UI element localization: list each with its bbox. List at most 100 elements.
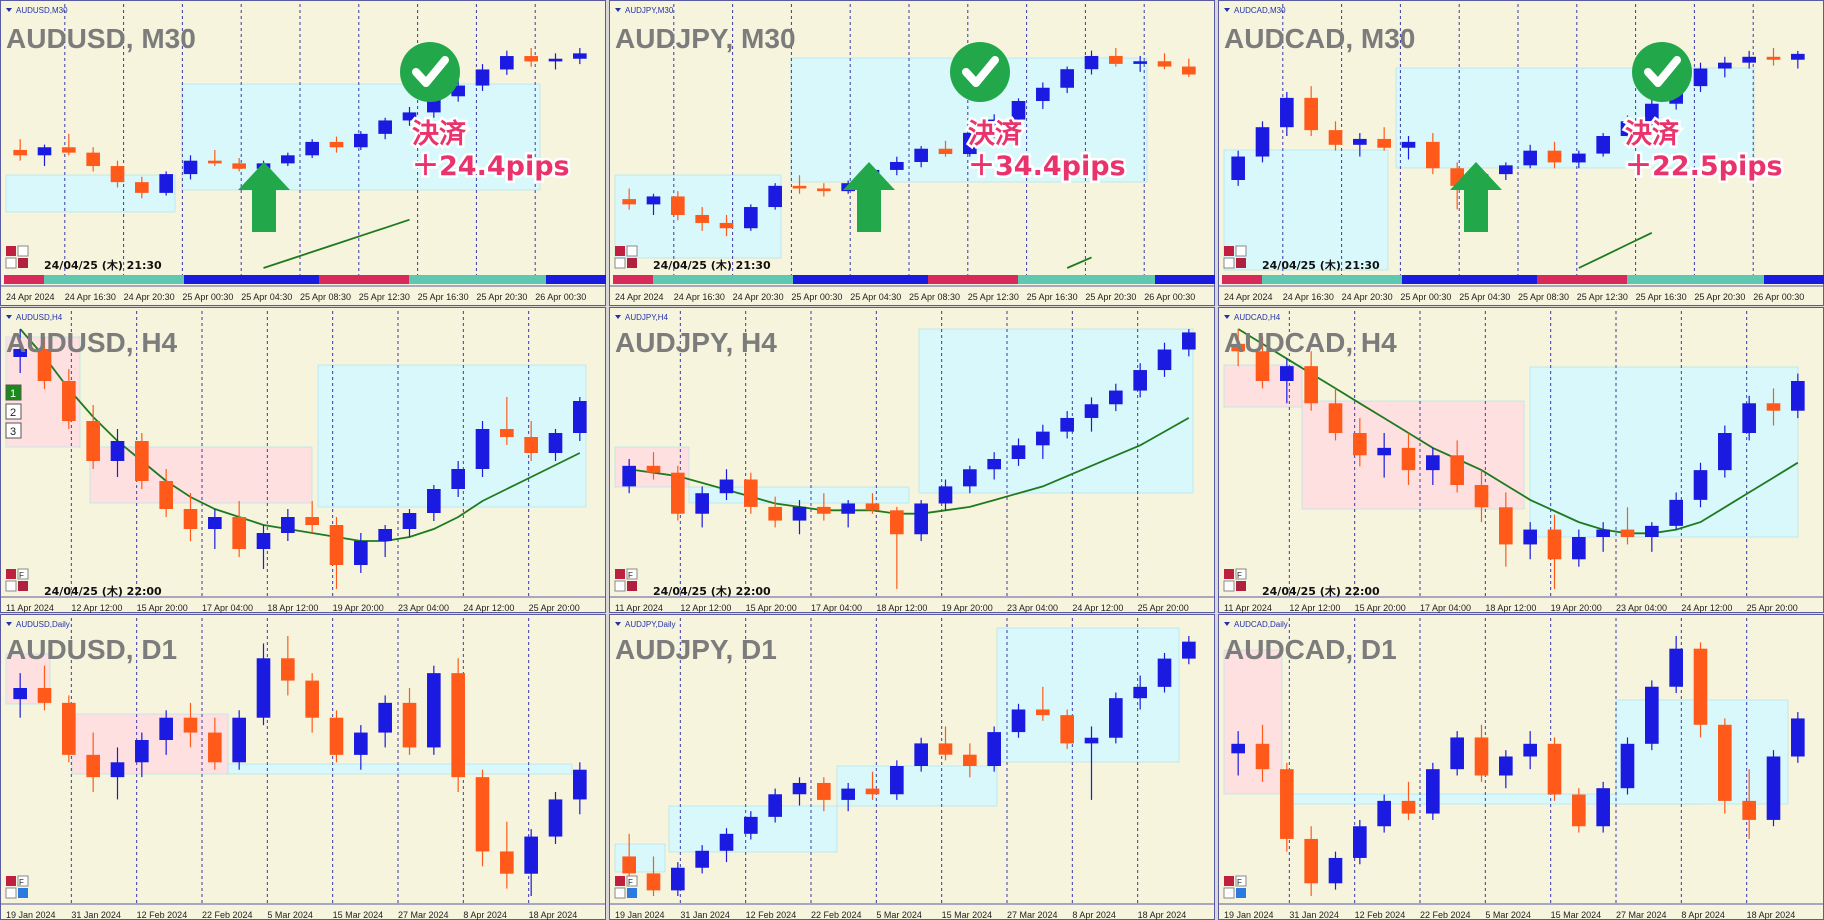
- chart-panel: 19 Jan 2024 31 Jan 2024 12 Feb 2024 22 Feb …: [1218, 614, 1824, 920]
- button[interactable]: [1235, 875, 1247, 887]
- candle-body: [232, 717, 246, 763]
- candle-body: [1742, 403, 1756, 433]
- close-button[interactable]: [615, 246, 625, 256]
- timestamp: 24/04/25 (木) 21:30: [653, 258, 771, 272]
- candle-body: [1377, 447, 1391, 456]
- chart-title: AUDJPY, H4: [615, 327, 777, 358]
- close-button[interactable]: [6, 246, 16, 256]
- candle-body: [62, 381, 76, 421]
- button[interactable]: [18, 581, 28, 591]
- side-button[interactable]: [5, 403, 22, 420]
- button[interactable]: [5, 887, 17, 899]
- candle-body: [1377, 138, 1391, 148]
- moving-average: [1237, 328, 1799, 535]
- candle-body: [305, 517, 319, 525]
- close-button[interactable]: [1224, 246, 1234, 256]
- candle-body: [37, 688, 52, 703]
- timestamp: 24/04/25 (木) 22:00: [1262, 584, 1380, 598]
- candle-body: [1036, 709, 1050, 716]
- button[interactable]: [626, 245, 638, 257]
- button[interactable]: [614, 887, 626, 899]
- chart-panel: 24 Apr 2024 24 Apr 16:30 24 Apr 20:30 25 Ap…: [609, 0, 1215, 306]
- candle-body: [1620, 743, 1635, 789]
- button[interactable]: [1235, 568, 1247, 580]
- candle-body: [1547, 150, 1562, 163]
- close-button[interactable]: [1224, 876, 1234, 886]
- x-tick-label: 12 Feb 2024: [1355, 910, 1406, 920]
- button[interactable]: [5, 580, 17, 592]
- candle-body: [914, 148, 928, 162]
- side-button[interactable]: [5, 422, 22, 439]
- button[interactable]: [627, 581, 637, 591]
- candle-body: [817, 188, 831, 192]
- button[interactable]: [1223, 580, 1235, 592]
- button[interactable]: [18, 888, 28, 898]
- profit-annotation: ＋24.4pips: [412, 151, 570, 182]
- button[interactable]: [17, 245, 29, 257]
- button[interactable]: [627, 258, 637, 268]
- zone: [1529, 366, 1799, 538]
- candle-body: [548, 799, 563, 837]
- button[interactable]: [17, 875, 29, 887]
- close-button[interactable]: [6, 876, 16, 886]
- candle-body: [159, 174, 173, 193]
- candle-body: [1109, 55, 1123, 64]
- zone: [89, 446, 313, 504]
- button[interactable]: [5, 257, 17, 269]
- session-bar: [1018, 275, 1155, 284]
- button[interactable]: [627, 888, 637, 898]
- session-bar: [1764, 275, 1824, 284]
- button[interactable]: [1236, 581, 1246, 591]
- candle-body: [1231, 156, 1245, 180]
- button[interactable]: [626, 875, 638, 887]
- candle-body: [110, 762, 125, 778]
- button[interactable]: [1235, 245, 1247, 257]
- x-tick-label: 19 Apr 20:00: [333, 603, 384, 613]
- candle-body: [208, 160, 222, 164]
- close-button[interactable]: [1224, 569, 1234, 579]
- button[interactable]: [18, 258, 28, 268]
- button-label: F: [628, 878, 633, 887]
- candle-body: [671, 472, 685, 514]
- button[interactable]: [1236, 888, 1246, 898]
- x-tick-label: 19 Apr 20:00: [942, 603, 993, 613]
- x-tick-label: 22 Feb 2024: [1420, 910, 1471, 920]
- candle-body: [1596, 136, 1610, 154]
- candle-body: [1060, 715, 1074, 744]
- up-arrow: [843, 162, 895, 232]
- close-button[interactable]: [615, 569, 625, 579]
- button[interactable]: [626, 568, 638, 580]
- x-tick-label: 25 Apr 16:30: [1027, 292, 1078, 302]
- symbol-label: AUDJPY,Daily: [625, 620, 676, 629]
- candle-body: [646, 873, 661, 891]
- candle-body: [1353, 826, 1367, 858]
- x-tick-label: 8 Apr 2024: [463, 910, 507, 920]
- x-tick-label: 25 Apr 20:00: [1138, 603, 1189, 613]
- candle-body: [1718, 433, 1732, 471]
- button[interactable]: [1223, 887, 1235, 899]
- candle-body: [427, 673, 441, 748]
- button[interactable]: [1223, 257, 1235, 269]
- button[interactable]: [614, 257, 626, 269]
- close-button[interactable]: [615, 876, 625, 886]
- menu-triangle: [615, 8, 621, 12]
- button[interactable]: [614, 580, 626, 592]
- session-bar: [44, 275, 184, 284]
- chart-panel: 11 Apr 2024 12 Apr 12:00 15 Apr 20:00 17 Ap…: [0, 307, 606, 613]
- button[interactable]: [1236, 258, 1246, 268]
- zone: [836, 765, 998, 807]
- symbol-label: AUDJPY,H4: [625, 313, 669, 322]
- candle-body: [37, 349, 52, 381]
- session-bar: [653, 275, 793, 284]
- candle-body: [1157, 349, 1172, 371]
- side-button-label: 3: [10, 426, 16, 438]
- side-button[interactable]: [5, 384, 22, 401]
- candle-body: [914, 743, 928, 766]
- close-button[interactable]: [6, 569, 16, 579]
- candle-body: [1133, 686, 1147, 699]
- candle-body: [1377, 800, 1391, 827]
- button[interactable]: [17, 568, 29, 580]
- zone: [1223, 649, 1283, 795]
- candle-body: [573, 401, 587, 433]
